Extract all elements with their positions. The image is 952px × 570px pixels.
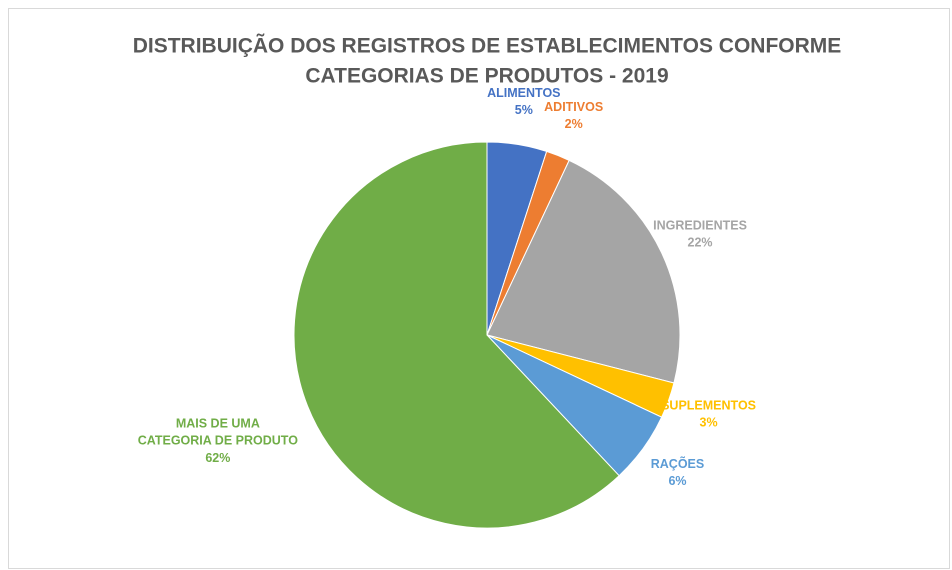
pie-slice (486, 159, 681, 384)
slice-label: SUPLEMENTOS (661, 399, 756, 413)
slice-value-label: 22% (688, 236, 713, 250)
slice-value-label: 6% (668, 474, 686, 488)
slice-label: ALIMENTOS (487, 86, 560, 100)
slice-value-label: 3% (700, 416, 718, 430)
chart-title: DISTRIBUIÇÃO DOS REGISTROS DE ESTABLECIM… (133, 35, 842, 58)
slice-value-label: 62% (205, 451, 230, 465)
slice-label: MAIS DE UMA CATEGORIA DE PRODUTO (138, 417, 298, 448)
slice-label: RAÇÕES (651, 456, 704, 471)
slice-value-label: 5% (515, 103, 533, 117)
chart-title: CATEGORIAS DE PRODUTOS - 2019 (305, 65, 668, 88)
slice-label: INGREDIENTES (653, 219, 747, 233)
slice-label: ADITIVOS (544, 100, 603, 114)
slice-value-label: 2% (565, 117, 583, 131)
pie-slice (293, 141, 620, 529)
